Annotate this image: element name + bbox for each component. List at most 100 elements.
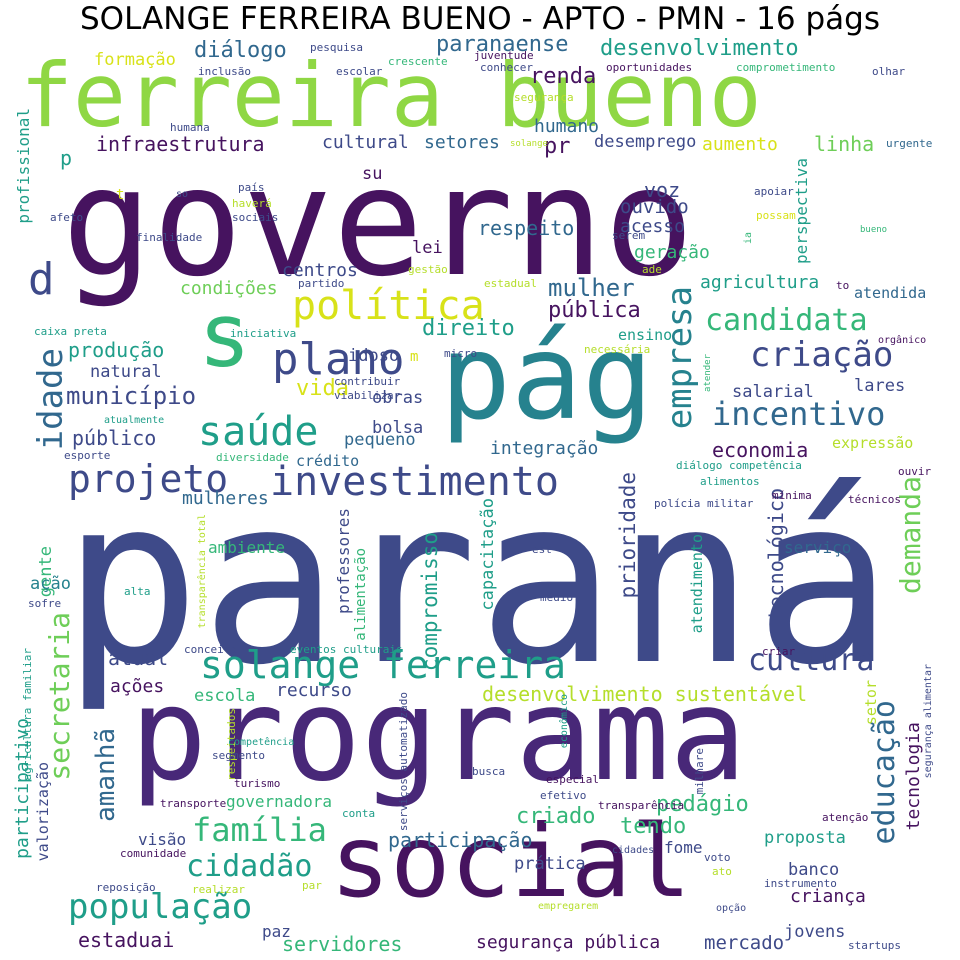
cloud-word: pequeno	[344, 430, 416, 450]
cloud-word: mulheres	[182, 488, 269, 509]
cloud-word: cidadão	[186, 849, 313, 884]
cloud-word: voto	[704, 851, 731, 864]
cloud-word: segurança alimentar	[923, 664, 934, 779]
cloud-word: obras	[372, 388, 424, 408]
cloud-word: natural	[90, 362, 162, 382]
cloud-word: fome	[664, 838, 703, 857]
cloud-word: agricultura familiar	[21, 648, 34, 781]
cloud-word: visão	[138, 830, 187, 849]
cloud-word: desenvolvimento sustentável	[482, 682, 808, 706]
cloud-word: capacitação	[478, 498, 498, 611]
cloud-word: atendida	[854, 284, 927, 302]
cloud-word: candidata	[705, 303, 868, 338]
cloud-word: jovens	[784, 922, 846, 942]
cloud-word: valorização	[34, 762, 52, 862]
cloud-word: partido	[298, 277, 345, 290]
cloud-word: gestão	[408, 263, 448, 276]
cloud-word: estadual	[484, 277, 537, 290]
cloud-word: setores	[424, 132, 500, 153]
cloud-word: p	[60, 146, 73, 170]
cloud-word: serviços automatizado	[397, 692, 410, 832]
cloud-word: pesquisa	[310, 41, 363, 54]
cloud-word: solange	[510, 139, 548, 149]
cloud-word: comunidade	[120, 847, 187, 860]
cloud-word: demanda	[894, 476, 927, 595]
cloud-word: diversidade	[216, 451, 289, 464]
cloud-word: ensino	[618, 326, 673, 344]
cloud-word: paranaense	[436, 32, 569, 57]
cloud-word: realizar	[192, 883, 245, 896]
cloud-word: incentivo	[712, 395, 886, 433]
cloud-word: prioridade	[616, 472, 640, 599]
cloud-word: acesso	[620, 216, 686, 237]
cloud-word: diálogo competência	[676, 459, 802, 472]
cloud-word: ade	[642, 263, 662, 276]
cloud-word: atual	[108, 646, 169, 670]
cloud-word: atendimento	[688, 534, 706, 634]
cloud-word: paraná	[62, 449, 893, 716]
cloud-word: voz	[644, 178, 681, 202]
cloud-word: infraestrutura	[96, 132, 265, 156]
cloud-word: contribuir	[334, 375, 401, 388]
cloud-word: solange ferreira	[200, 643, 567, 687]
cloud-word: participação	[388, 828, 533, 852]
cloud-word: ouvido	[620, 196, 689, 218]
cloud-word: secretaria	[43, 612, 76, 781]
cloud-word: est	[532, 543, 552, 556]
cloud-word: tecnologia	[903, 722, 924, 831]
cloud-word: diálogo	[194, 38, 287, 63]
cloud-word: caixa preta	[34, 325, 107, 338]
cloud-word: professores	[334, 508, 353, 614]
cloud-word: cidades	[612, 845, 655, 856]
cloud-word: escola	[194, 686, 256, 706]
cloud-word: orgânico	[878, 335, 927, 346]
cloud-word: apoiar	[754, 185, 794, 198]
cloud-word: alimentação	[353, 548, 369, 641]
cloud-word: pág	[440, 308, 654, 446]
cloud-word: técnicos	[848, 493, 901, 506]
cloud-word: reposição	[96, 881, 156, 894]
cloud-word: eventos culturais	[290, 643, 403, 656]
cloud-word: bueno	[860, 225, 888, 235]
cloud-word: m	[410, 349, 419, 365]
cloud-word: cultural	[322, 132, 409, 153]
cloud-word: startups	[848, 939, 901, 952]
cloud-word: ato	[712, 865, 732, 878]
cloud-word: ação	[30, 574, 71, 594]
cloud-word: sociais	[232, 211, 279, 224]
cloud-word: criar	[762, 645, 796, 658]
cloud-word: plano	[272, 334, 405, 385]
cloud-word: efetivo	[540, 789, 587, 802]
cloud-word: criança	[790, 886, 866, 907]
cloud-word: to	[836, 279, 850, 292]
cloud-word: produção	[68, 338, 165, 362]
cloud-word: ambiente	[208, 538, 286, 557]
cloud-word: criado	[516, 804, 596, 829]
cloud-word: geração	[634, 242, 710, 263]
cloud-word: oportunidades	[606, 61, 693, 74]
cloud-word: transparência total	[197, 514, 208, 629]
cloud-word: comprometimento	[736, 61, 836, 74]
cloud-word: mercado	[704, 932, 785, 954]
cloud-word: criação	[750, 335, 894, 375]
cloud-word: prática	[514, 854, 586, 874]
cloud-word: alta	[124, 585, 151, 598]
cloud-word: bolsa	[372, 418, 424, 438]
cloud-word: opção	[716, 903, 747, 914]
cloud-word: médio	[540, 591, 574, 604]
cloud-word: tecnológico	[764, 488, 788, 621]
wordcloud-title: SOLANGE FERREIRA BUENO - APTO - PMN - 16…	[80, 1, 880, 37]
cloud-word: crescente	[388, 55, 448, 68]
cloud-word: escolar	[336, 65, 383, 78]
cloud-word: ações	[110, 676, 165, 697]
cloud-word: ia	[743, 232, 754, 245]
cloud-word: pública	[548, 298, 641, 323]
cloud-word: saúde	[198, 409, 319, 455]
cloud-word: compromisso	[418, 532, 442, 672]
cloud-word: juventude	[474, 49, 534, 62]
cloud-word: família	[192, 811, 327, 849]
cloud-word: banco	[788, 860, 840, 880]
cloud-word: t	[116, 187, 125, 203]
cloud-word: centros	[282, 260, 358, 281]
cloud-word: s	[198, 284, 251, 387]
